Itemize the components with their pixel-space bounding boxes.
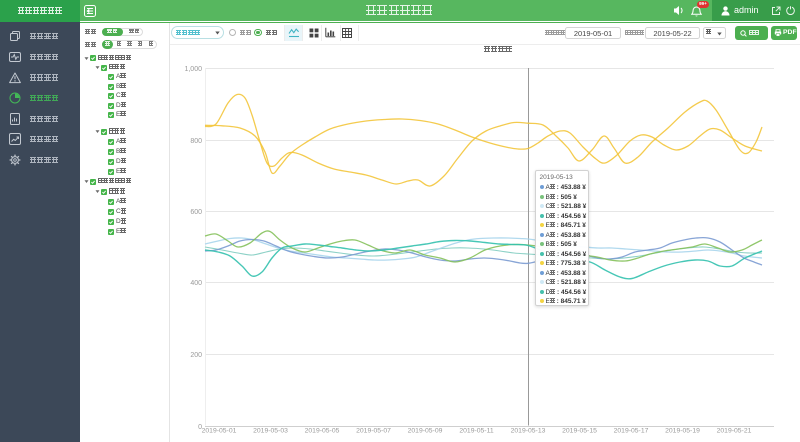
svg-text:2019-05-19: 2019-05-19: [665, 428, 700, 435]
svg-text:2019-05-05: 2019-05-05: [305, 428, 340, 435]
svg-text:2019-05-07: 2019-05-07: [356, 428, 391, 435]
svg-text:200: 200: [190, 352, 202, 359]
svg-text:2019-05-11: 2019-05-11: [459, 428, 493, 435]
svg-text:2019-05-17: 2019-05-17: [614, 428, 649, 435]
svg-text:2019-05-09: 2019-05-09: [408, 428, 443, 435]
svg-text:400: 400: [190, 280, 202, 287]
svg-text:2019-05-21: 2019-05-21: [717, 428, 752, 435]
svg-text:2019-05-15: 2019-05-15: [562, 428, 597, 435]
svg-text:2019-05-01: 2019-05-01: [202, 428, 237, 435]
svg-text:800: 800: [190, 138, 202, 145]
svg-text:2019-05-03: 2019-05-03: [253, 428, 288, 435]
svg-text:2019-05-13: 2019-05-13: [511, 428, 546, 435]
svg-text:1,000: 1,000: [184, 66, 202, 73]
svg-text:600: 600: [190, 209, 202, 216]
svg-text:0: 0: [198, 424, 202, 431]
